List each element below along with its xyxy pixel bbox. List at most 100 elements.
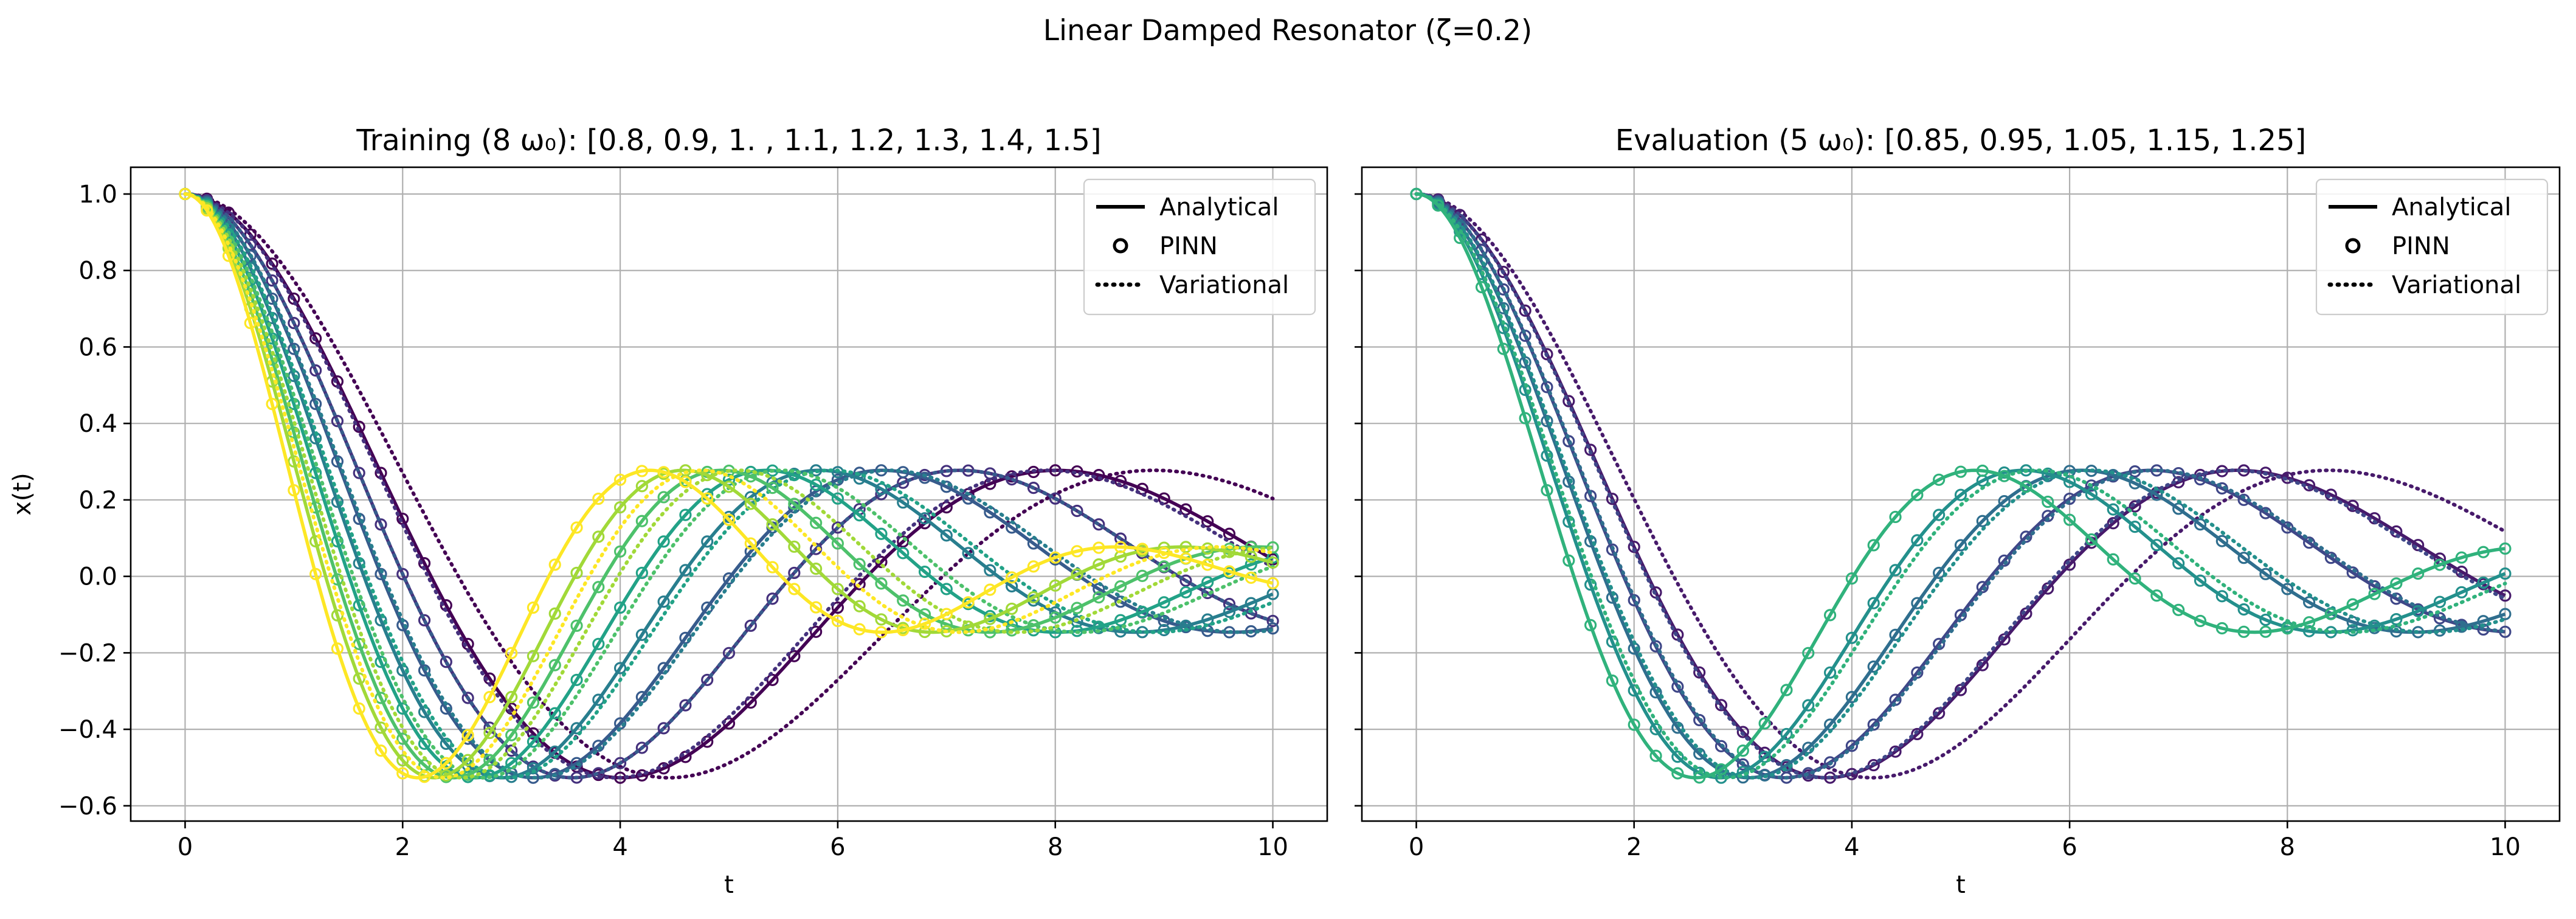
x-tick-label: 6 xyxy=(830,833,845,861)
pinn-point xyxy=(1606,543,1619,556)
pinn-point xyxy=(2129,572,2141,585)
pinn-point xyxy=(810,563,823,575)
figure-suptitle: Linear Damped Resonator (ζ=0.2) xyxy=(1043,14,1532,47)
pinn-point xyxy=(266,274,278,287)
pinn-point xyxy=(592,530,605,543)
pinn-point xyxy=(201,204,213,217)
pinn-point xyxy=(744,498,757,510)
pinn-point xyxy=(1584,443,1597,456)
pinn-point xyxy=(657,722,670,735)
pinn-point xyxy=(1802,647,1815,659)
pinn-point xyxy=(2107,517,2119,530)
pinn-point xyxy=(788,566,801,580)
pinn-point xyxy=(853,600,866,612)
legend-pinn-swatch xyxy=(1113,238,1128,254)
y-tick-label: 0.2 xyxy=(78,487,117,515)
legend-pinn-label: PINN xyxy=(1159,232,1218,260)
pinn-point xyxy=(962,596,975,609)
pinn-point xyxy=(679,476,692,488)
pinn-point xyxy=(1071,568,1083,581)
pinn-point xyxy=(940,608,953,620)
pinn-point xyxy=(1006,580,1018,593)
pinn-point xyxy=(1519,304,1531,317)
pinn-point xyxy=(1266,614,1279,628)
pinn-point xyxy=(2281,471,2294,484)
analytical-line xyxy=(1416,192,2505,780)
pinn-point xyxy=(505,690,518,704)
pinn-point xyxy=(635,769,648,782)
pinn-point xyxy=(1867,597,1880,609)
variational-line xyxy=(183,192,1275,780)
pinn-point xyxy=(2215,590,2228,603)
pinn-point xyxy=(962,620,975,633)
pinn-point xyxy=(1027,560,1040,573)
variational-line xyxy=(1414,192,2507,780)
variational-line xyxy=(1414,192,2507,780)
pinn-point xyxy=(635,465,648,477)
y-tick-label: 0.0 xyxy=(78,563,117,591)
pinn-point xyxy=(940,583,953,595)
pinn-point xyxy=(701,535,714,548)
pinn-point xyxy=(1245,571,1257,584)
pinn-point xyxy=(2368,580,2381,593)
pinn-point xyxy=(1266,577,1279,589)
variational-line xyxy=(1414,192,2507,780)
pinn-point xyxy=(679,564,692,577)
pinn-point xyxy=(613,501,627,514)
pinn-point xyxy=(418,664,431,677)
pinn-point xyxy=(2302,596,2316,609)
pinn-point xyxy=(440,656,452,668)
pinn-point xyxy=(2455,551,2468,564)
pinn-point xyxy=(962,547,975,560)
pinn-point xyxy=(1954,539,1967,552)
pinn-point xyxy=(1266,622,1279,635)
pinn-point xyxy=(722,647,736,659)
pinn-point xyxy=(570,757,583,769)
pinn-point xyxy=(1223,565,1236,578)
pinn-point xyxy=(527,696,540,709)
pinn-point xyxy=(266,257,278,270)
pinn-point xyxy=(722,513,736,526)
pinn-point xyxy=(940,480,953,493)
pinn-point xyxy=(1889,510,1902,524)
pinn-point xyxy=(766,561,779,574)
pinn-point xyxy=(309,567,322,580)
pinn-point xyxy=(288,455,300,468)
pinn-point xyxy=(1693,771,1706,784)
pinn-point xyxy=(375,518,387,531)
pinn-point xyxy=(1845,631,1859,644)
pinn-point xyxy=(309,364,322,377)
pinn-point xyxy=(918,512,931,525)
pinn-point xyxy=(2455,620,2468,633)
pinn-point xyxy=(2020,530,2032,543)
pinn-point xyxy=(2412,539,2425,552)
pinn-point xyxy=(853,558,866,570)
x-tick-label: 2 xyxy=(395,833,410,861)
legend-variational-label: Variational xyxy=(2392,271,2521,299)
pinn-point xyxy=(853,578,866,591)
pinn-point xyxy=(897,535,910,548)
pinn-point xyxy=(527,650,540,662)
pinn-point xyxy=(875,527,888,540)
y-tick-label: −0.4 xyxy=(58,716,117,744)
pinn-point xyxy=(788,583,801,595)
pinn-point xyxy=(1519,412,1531,425)
pinn-point xyxy=(331,642,344,655)
pinn-point xyxy=(1649,749,1662,762)
pinn-point xyxy=(288,342,300,355)
x-tick-label: 8 xyxy=(2280,833,2295,861)
pinn-point xyxy=(1606,674,1619,687)
legend-pinn-swatch xyxy=(2345,238,2361,254)
pinn-point xyxy=(1006,602,1018,616)
pinn-point xyxy=(1976,464,1989,477)
pinn-point xyxy=(440,769,452,782)
pinn-point xyxy=(2150,589,2163,602)
pinn-point xyxy=(1780,684,1793,696)
pinn-point xyxy=(1158,596,1170,609)
analytical-line xyxy=(1416,192,2505,780)
pinn-point xyxy=(505,729,518,741)
pinn-point xyxy=(2042,495,2054,508)
pinn-point xyxy=(244,316,257,330)
pinn-point xyxy=(1497,283,1510,296)
